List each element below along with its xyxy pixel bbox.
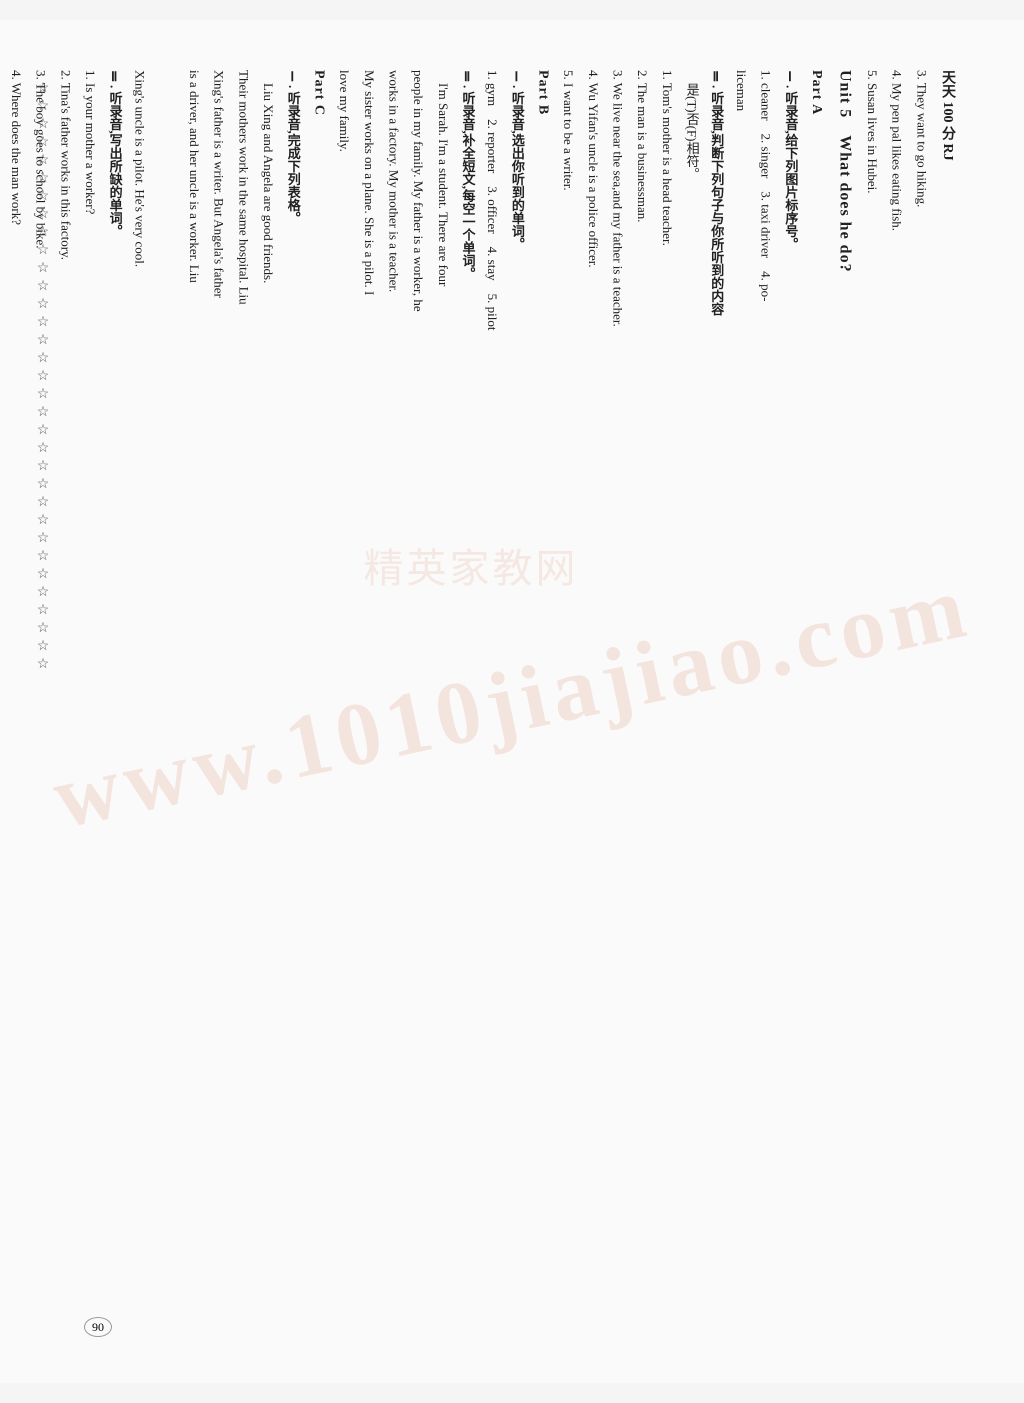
text-line: love my family. <box>331 70 356 1343</box>
section-label: Ⅱ. 听录音,补全短文,每空一个单词。 <box>455 70 480 1343</box>
text-line: 5. I want to be a police officer one day… <box>0 70 3 1343</box>
section-label: Ⅰ. 听录音,给下列图片标序号。 <box>778 70 803 1343</box>
part-b-label: Part B <box>529 70 556 1343</box>
text-line: My sister works on a plane. She is a pil… <box>356 70 381 1343</box>
text-line: liceman <box>728 70 753 1343</box>
text-line: 4. Wu Yifan's uncle is a police officer. <box>580 70 605 1343</box>
text-line: 5. I want to be a writer. <box>555 70 580 1343</box>
text-line: works in a factory. My mother is a teach… <box>381 70 406 1343</box>
section-label: Ⅱ. 听录音,写出所缺的单词。 <box>102 70 127 1343</box>
columns: 天天 100 分 RJ 3. They want to go hiking. 4… <box>60 70 964 1343</box>
section-label: Ⅱ. 听录音,判断下列句子与你所听到的内容 <box>704 70 729 1343</box>
brand-header: 天天 100 分 RJ <box>933 70 960 1341</box>
text-line: 3. We live near the sea,and my father is… <box>605 70 630 1343</box>
text-line: 是(T)否(F)相符。 <box>679 70 704 1343</box>
column-1: 天天 100 分 RJ 3. They want to go hiking. 4… <box>173 70 964 1343</box>
section-label: Ⅰ. 听录音,选出你听到的单词。 <box>504 70 529 1343</box>
part-a-label: Part A <box>802 70 829 1343</box>
page-number: 90 <box>84 1317 112 1337</box>
text-line: Xing's uncle is a pilot. He's very cool. <box>127 70 152 1343</box>
text-line: 1. gym 2. reporter 3. officer 4. stay 5.… <box>480 70 505 1343</box>
column-2: Xing's uncle is a pilot. He's very cool.… <box>0 70 155 1343</box>
text-line: people in my family. My father is a work… <box>405 70 430 1343</box>
section-label: Ⅰ. 听录音,完成下列表格。 <box>280 70 305 1343</box>
unit5-title: Unit 5 What does he do? <box>829 70 859 1343</box>
text-line: 1. cleaner 2. singer 3. taxi driver 4. p… <box>753 70 778 1343</box>
text-line: is a driver, and her uncle is a worker. … <box>181 70 206 1343</box>
part-c-label: Part C <box>305 70 332 1343</box>
text-line: 2. The man is a businessman. <box>630 70 655 1343</box>
text-line: I'm Sarah. I'm a student. There are four <box>430 70 455 1343</box>
text-line: Xing's father is a writer. But Angela's … <box>206 70 231 1343</box>
text-line: 5. Susan lives in Hubei. <box>859 70 884 1343</box>
text-line: 3. They want to go hiking. <box>909 70 934 1343</box>
text-line: 2. Tina's father works in this factory. <box>53 70 78 1343</box>
text-line: 4. Where does the man work? <box>3 70 28 1343</box>
text-line: 1. Tom's mother is a head teacher. <box>654 70 679 1343</box>
page: www.1010jiajiao.com 精英家教网 ☆☆☆☆☆☆☆☆☆☆☆☆☆☆… <box>0 20 1024 1383</box>
star-border: ☆☆☆☆☆☆☆☆☆☆☆☆☆☆☆☆☆☆☆☆☆☆☆☆☆☆☆☆☆☆☆☆☆ <box>34 80 50 1323</box>
text-line: 4. My pen pal likes eating fish. <box>884 70 909 1343</box>
text-line: Their mothers work in the same hospital.… <box>231 70 256 1343</box>
text-line: Liu Xing and Angela are good friends. <box>255 70 280 1343</box>
text-line: 1. Is your mother a worker? <box>77 70 102 1343</box>
